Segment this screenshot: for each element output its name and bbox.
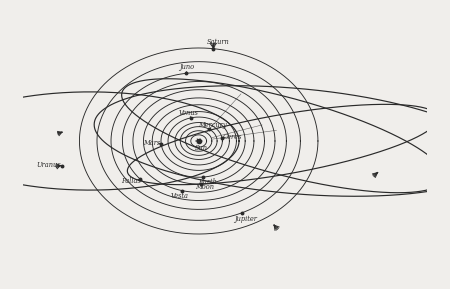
Text: Mercury: Mercury <box>198 121 227 129</box>
Text: Jupiter: Jupiter <box>234 215 256 223</box>
Text: Uranus: Uranus <box>36 161 61 169</box>
Text: Earth: Earth <box>198 178 216 186</box>
Text: Sun: Sun <box>195 144 208 152</box>
Text: Juno: Juno <box>179 63 194 71</box>
Text: Saturn: Saturn <box>207 38 230 46</box>
Text: Vesta: Vesta <box>171 192 189 200</box>
Text: Ceres: Ceres <box>223 133 242 141</box>
Text: Mars: Mars <box>143 139 160 147</box>
Text: Venus: Venus <box>179 109 199 116</box>
Text: Moon: Moon <box>195 183 215 191</box>
Text: Pallas: Pallas <box>121 177 140 185</box>
